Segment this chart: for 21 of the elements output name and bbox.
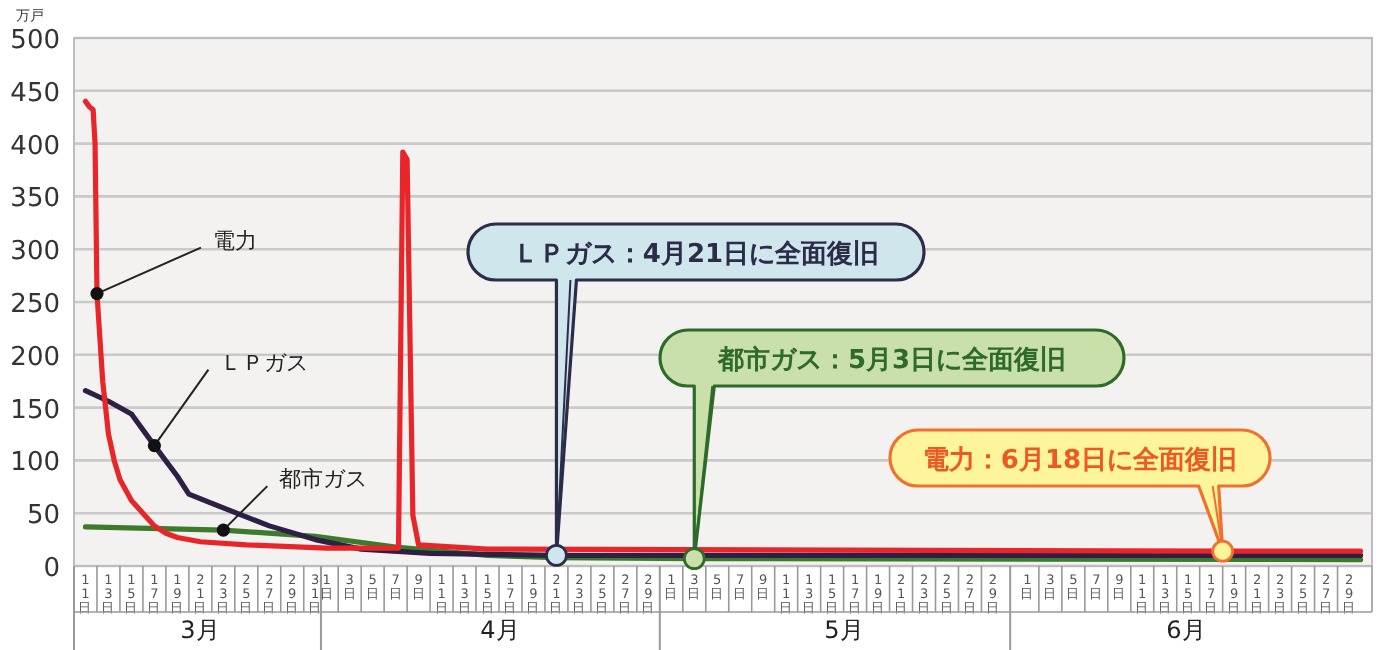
- annotation: ＬＰガス: [220, 349, 309, 376]
- annotation: 電力: [212, 227, 257, 254]
- y-tick-label: 100: [10, 448, 60, 479]
- annotation: ＬＰガス：4月21日に全面復旧: [512, 240, 880, 270]
- y-tick-label: 450: [10, 78, 60, 109]
- text: 4月: [480, 616, 520, 644]
- y-tick-label: 200: [10, 342, 60, 373]
- annotation: 都市ガス：5月3日に全面復旧: [715, 344, 1067, 376]
- annotation: 都市ガス: [279, 466, 368, 493]
- y-tick-label: 0: [43, 554, 60, 584]
- text: 6月: [1166, 616, 1206, 644]
- text: 5月: [824, 616, 864, 644]
- annotation: 電力：6月18日に全面復旧: [922, 446, 1238, 476]
- y-tick-label: 500: [10, 26, 60, 56]
- text: 3月: [180, 616, 220, 644]
- y-tick-label: 250: [10, 290, 60, 320]
- y-tick-label: 150: [10, 395, 60, 426]
- y-tick-label: 400: [10, 131, 60, 162]
- y-tick-label: 50: [26, 501, 60, 532]
- y-tick-label: 300: [10, 237, 60, 268]
- y-tick-label: 350: [10, 184, 60, 215]
